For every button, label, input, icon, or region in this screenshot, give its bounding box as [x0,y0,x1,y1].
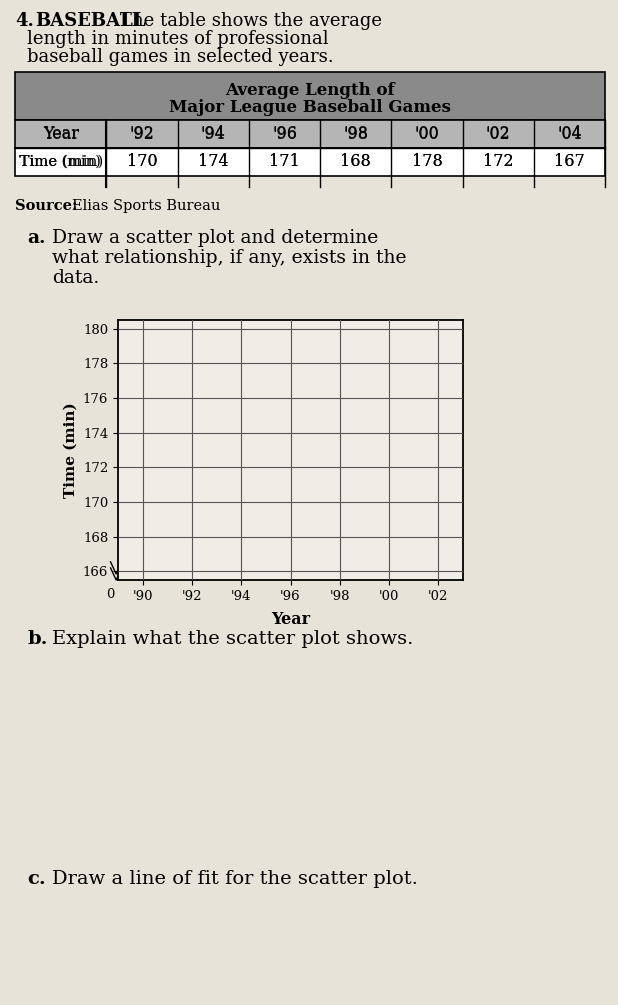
Text: 168: 168 [341,154,371,171]
Text: 171: 171 [269,154,300,171]
Text: '00: '00 [415,126,439,143]
Text: what relationship, if any, exists in the: what relationship, if any, exists in the [52,249,407,267]
Text: '96: '96 [272,126,297,143]
Text: 167: 167 [554,154,585,171]
Bar [15,120,605,148]
Text: 178: 178 [412,154,442,171]
Text: length in minutes of professional: length in minutes of professional [27,30,329,48]
Text: BASEBALL: BASEBALL [35,12,146,30]
Text: '94: '94 [201,126,226,143]
Text: Year: Year [43,126,78,143]
Text: '98: '98 [343,126,368,143]
Bar [15,72,605,120]
Text: b.: b. [27,630,48,648]
Text: Source:: Source: [15,199,77,213]
Text: 174: 174 [198,154,229,171]
Y-axis label: Time (min): Time (min) [64,402,77,497]
Text: Draw a scatter plot and determine: Draw a scatter plot and determine [52,229,378,247]
X-axis label: Year: Year [271,611,310,628]
Text: '98: '98 [343,126,368,143]
Text: 0: 0 [106,588,115,601]
Text: '92: '92 [130,126,154,143]
Text: Time (min): Time (min) [19,155,103,169]
Text: 170: 170 [127,154,158,171]
Text: '02: '02 [486,126,510,143]
Text: Average Length of: Average Length of [225,81,395,98]
Text: '02: '02 [486,126,510,143]
Text: 167: 167 [554,154,585,171]
Bar [15,148,605,176]
Text: Time (min): Time (min) [20,155,101,169]
Text: 170: 170 [127,154,158,171]
Text: '96: '96 [272,126,297,143]
Text: '92: '92 [130,126,154,143]
Text: Explain what the scatter plot shows.: Explain what the scatter plot shows. [52,630,413,648]
Text: Draw a line of fit for the scatter plot.: Draw a line of fit for the scatter plot. [52,870,418,888]
Text: data.: data. [52,269,99,287]
Text: c.: c. [27,870,46,888]
Text: '04: '04 [557,126,582,143]
Text: 172: 172 [483,154,514,171]
Text: Year: Year [43,126,78,143]
Text: 172: 172 [483,154,514,171]
Text: 168: 168 [341,154,371,171]
Text: 4.: 4. [15,12,34,30]
Text: Elias Sports Bureau: Elias Sports Bureau [72,199,221,213]
Text: '94: '94 [201,126,226,143]
Text: '04: '04 [557,126,582,143]
Text: Major League Baseball Games: Major League Baseball Games [169,99,451,117]
Text: 174: 174 [198,154,229,171]
Text: 178: 178 [412,154,442,171]
Text: 171: 171 [269,154,300,171]
Text: The table shows the average: The table shows the average [120,12,382,30]
Text: '00: '00 [415,126,439,143]
Text: baseball games in selected years.: baseball games in selected years. [27,48,334,66]
Text: a.: a. [27,229,46,247]
